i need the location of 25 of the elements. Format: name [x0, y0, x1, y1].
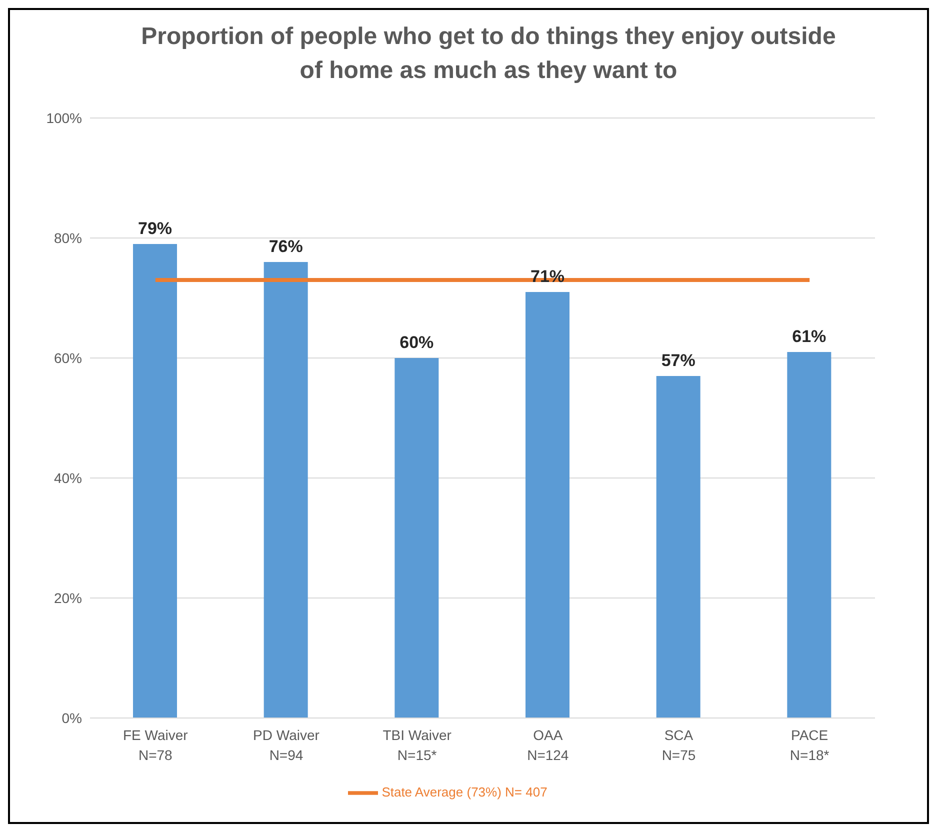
y-tick-label: 40%: [54, 470, 82, 486]
y-tick-label: 80%: [54, 230, 82, 246]
x-tick-label: OAA N=124: [527, 727, 569, 763]
bar: [394, 358, 439, 718]
x-tick-label: TBI Waiver N=15*: [382, 727, 452, 763]
data-label: 76%: [268, 237, 303, 256]
chart-title: Proportion of people who get to do things they enjoy outside of home as much as they want to: [140, 22, 837, 86]
y-tick-label: 100%: [46, 110, 82, 126]
y-tick-label: 60%: [54, 350, 82, 366]
bar: [656, 376, 700, 718]
bar: [264, 262, 308, 718]
y-tick-label: 20%: [54, 590, 82, 606]
y-tick-label: 0%: [62, 710, 82, 726]
data-label: 61%: [792, 327, 826, 346]
data-label: 79%: [138, 219, 172, 238]
legend-label: State Average (73%) N= 407: [382, 784, 548, 800]
data-label: 57%: [661, 351, 696, 370]
bar: [787, 352, 832, 718]
bar: [133, 244, 177, 718]
x-tick-label: PD Waiver N=94: [253, 727, 320, 763]
x-tick-label: SCA N=75: [662, 727, 696, 763]
x-tick-label: FE Waiver N=78: [123, 727, 188, 763]
x-tick-label: PACE N=18*: [790, 727, 830, 763]
bar: [526, 292, 570, 718]
data-label: 60%: [400, 333, 434, 352]
